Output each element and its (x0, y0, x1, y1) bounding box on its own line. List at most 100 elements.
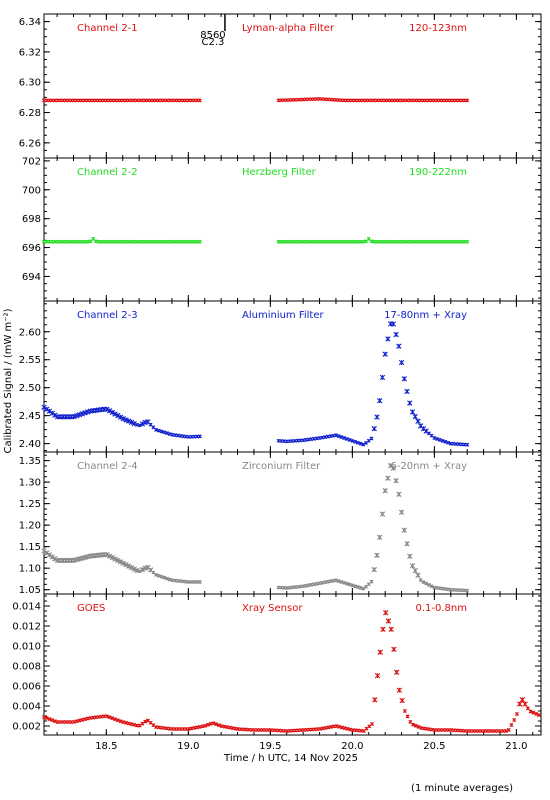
series-markers (41, 462, 470, 593)
data-point (323, 580, 328, 585)
data-point (132, 722, 137, 727)
y-tick-label: 698 (22, 214, 41, 225)
data-point (465, 239, 470, 244)
data-point (159, 429, 164, 434)
panel-band-label: 17-80nm + Xray (384, 310, 467, 321)
panel-band-label: 0.1-0.8nm (416, 603, 468, 614)
data-point (197, 98, 202, 103)
data-point (197, 239, 202, 244)
data-point (404, 388, 410, 395)
y-tick-label: 2.40 (19, 439, 41, 450)
y-tick-label: 2.60 (19, 327, 41, 338)
data-point (189, 726, 194, 731)
data-point (214, 722, 219, 727)
data-point (347, 437, 352, 442)
y-tick-label: 0.010 (12, 642, 41, 653)
data-point (344, 436, 349, 441)
data-point (336, 579, 341, 584)
data-point (506, 728, 511, 732)
data-point (328, 579, 333, 584)
data-point (162, 575, 167, 580)
data-point (435, 436, 440, 441)
data-point (186, 726, 191, 731)
data-point (519, 697, 526, 703)
data-point (421, 580, 426, 585)
data-point (52, 556, 58, 562)
panel-5: 0.002 0.004 0.006 0.008 0.010 0.012 0.014 GOES X… (12, 593, 542, 736)
panel-filter-label: Herzberg Filter (242, 167, 317, 178)
data-point (342, 580, 347, 585)
data-point (369, 239, 374, 244)
data-point (126, 563, 132, 569)
data-point (504, 729, 508, 733)
data-point (531, 710, 536, 715)
data-point (516, 701, 523, 707)
data-point (358, 585, 363, 590)
data-point (401, 527, 407, 533)
data-point (402, 709, 407, 713)
data-point (128, 419, 135, 426)
data-point (396, 491, 402, 498)
data-point (339, 435, 344, 440)
data-point (167, 577, 172, 582)
y-tick-label: 696 (22, 243, 41, 254)
data-point (388, 626, 394, 633)
data-point (74, 719, 79, 724)
data-point (128, 564, 135, 571)
panel-4: 1.05 1.10 1.15 1.20 1.25 1.30 1.35 Channel 2-4 Z… (19, 451, 542, 596)
data-point (415, 418, 421, 424)
y-tick-label: 1.35 (19, 456, 41, 467)
data-point (106, 408, 113, 414)
data-point (377, 398, 383, 404)
data-point (374, 414, 380, 420)
y-tick-label: 700 (22, 185, 41, 196)
data-point (369, 436, 374, 441)
panel-1: 6.26 6.28 6.30 6.32 6.34 Channel 2-1 Lyman-alp… (19, 13, 542, 159)
data-point (83, 717, 87, 722)
data-point (525, 706, 530, 711)
data-point (399, 697, 405, 704)
data-point (77, 718, 82, 723)
data-point (115, 412, 121, 419)
data-point (156, 573, 161, 578)
data-point (512, 718, 517, 722)
data-point (203, 723, 208, 728)
data-point (227, 725, 232, 730)
data-point (197, 724, 202, 729)
x-tick-label: 20.0 (341, 741, 363, 752)
panel-band-label: 120-123nm (409, 23, 467, 34)
data-point (413, 723, 418, 728)
data-point (380, 626, 386, 633)
data-point (137, 569, 142, 574)
data-point (317, 581, 322, 586)
data-point (382, 351, 388, 357)
data-point (342, 436, 347, 441)
data-point (372, 697, 378, 703)
data-point (534, 711, 539, 716)
data-point (409, 409, 416, 415)
event-class-label: C2.3 (202, 37, 225, 48)
y-axis-label: Calibrated Signal / (mW m⁻²) (3, 308, 14, 453)
data-point (126, 418, 132, 424)
data-point (52, 412, 58, 418)
data-point (112, 556, 118, 562)
data-point (401, 376, 407, 382)
data-point (151, 723, 156, 728)
data-point (333, 578, 338, 583)
panel-2: 694 696 698 700 702 Channel 2-2 Herzberg Filte… (22, 156, 542, 302)
data-point (303, 583, 308, 588)
y-tick-label: 0.012 (12, 622, 41, 633)
data-point (350, 438, 355, 443)
data-point (118, 719, 123, 724)
x-tick-label: 20.5 (423, 741, 445, 752)
y-tick-label: 6.30 (19, 78, 41, 89)
data-point (344, 581, 349, 586)
data-point (465, 98, 470, 103)
y-tick-label: 0.002 (12, 722, 41, 733)
y-tick-label: 1.25 (19, 499, 41, 510)
data-point (358, 441, 363, 446)
data-point (342, 726, 347, 731)
data-point (93, 239, 98, 244)
panel-channel-label: Channel 2-3 (77, 310, 138, 321)
data-point (390, 321, 397, 327)
